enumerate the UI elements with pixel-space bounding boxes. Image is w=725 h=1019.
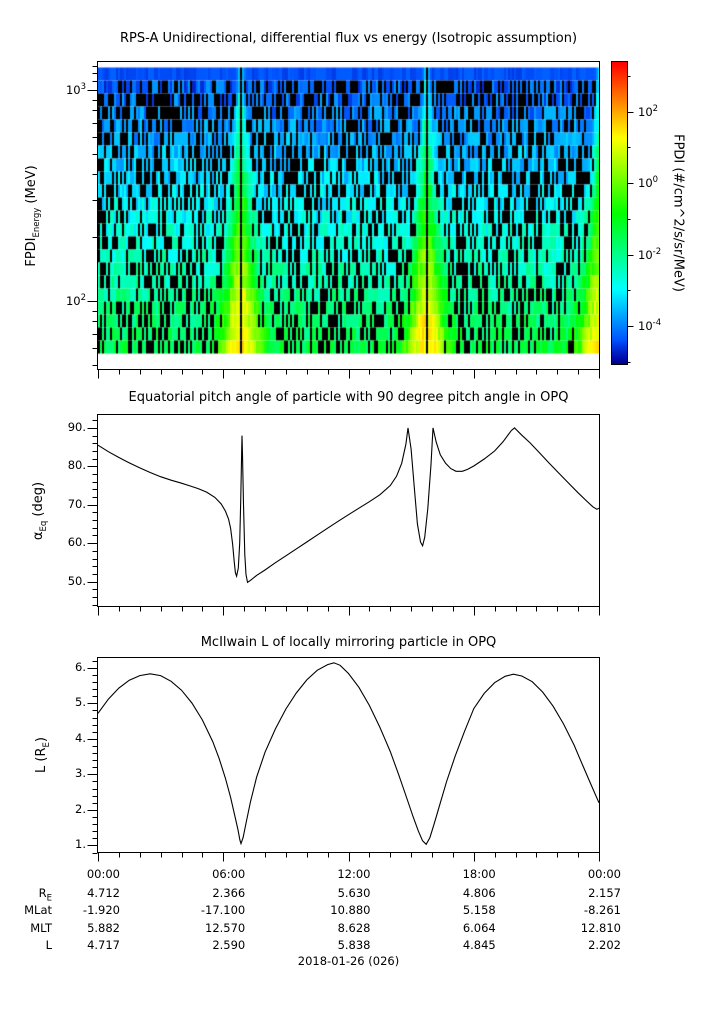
colorbar-tick-label: 100: [638, 175, 659, 190]
ephemeris-value: 12.810: [580, 920, 621, 935]
l-tick-label: 1.: [75, 837, 86, 852]
spectrogram-canvas: [98, 62, 599, 370]
ephemeris-value: 5.882: [87, 920, 120, 935]
pitch-tick-label: 80.: [67, 458, 86, 473]
l-tick-label: 3.: [75, 766, 86, 781]
ephemeris-value: 4.712: [87, 885, 120, 900]
ephemeris-value: 12.570: [205, 920, 246, 935]
date-label: 2018-01-26 (026): [297, 954, 400, 968]
colorbar-tick-label: 102: [638, 103, 659, 119]
ephemeris-value: 2.366: [212, 885, 246, 900]
bottom-panel-title: McIlwain L of locally mirroring particle…: [200, 635, 497, 650]
middle-panel-title: Equatorial pitch angle of particle with …: [128, 390, 569, 405]
colorbar-tick-label: 10-4: [638, 318, 662, 334]
ephemeris-value: 4.845: [462, 938, 496, 952]
pitch-angle-curve: [97, 427, 600, 584]
time-tick-label: 18:00: [462, 867, 496, 881]
ephemeris-row-label: L: [45, 938, 52, 952]
ephemeris-value: 5.838: [337, 938, 371, 952]
l-tick-label: 4.: [75, 730, 86, 745]
ephemeris-value: -8.261: [583, 903, 621, 917]
l-tick-label: 5.: [75, 695, 86, 710]
colorbar-canvas: [612, 62, 628, 365]
ephemeris-value: 10.880: [330, 903, 371, 917]
energy-tick-label: 103: [65, 82, 86, 97]
time-tick-label: 12:00: [337, 867, 371, 881]
ephemeris-value: 5.630: [337, 885, 371, 900]
energy-axis-label: FPDIEnergy (MeV): [24, 165, 42, 267]
ephemeris-value: 5.158: [462, 903, 496, 917]
pitch-tick-label: 90.: [67, 419, 86, 434]
ephemeris-value: 2.590: [212, 938, 246, 952]
ephemeris-row-label: MLat: [24, 903, 52, 917]
l-tick-label: 2.: [75, 801, 86, 816]
time-tick-label: 06:00: [212, 867, 246, 881]
pitch-angle-axis-label: αEq (deg): [31, 481, 49, 541]
panel-frames: [97, 61, 628, 853]
ephemeris-value: -1.920: [82, 903, 120, 917]
ephemeris-row-label: RE: [38, 885, 52, 903]
pitch-tick-label: 60.: [67, 535, 86, 550]
colorbar-axis-label: FPDI (#/cm^2/s/sr/MeV): [670, 134, 686, 292]
time-tick-label: 00:00: [86, 867, 120, 881]
ephemeris-value: -17.100: [200, 903, 246, 917]
ephemeris-value: 8.628: [337, 920, 371, 935]
y-ticks: [87, 66, 634, 854]
colorbar-tick-label: 10-2: [638, 246, 662, 262]
pitch-tick-label: 50.: [67, 573, 86, 588]
ephemeris-value: 4.717: [87, 938, 120, 952]
l-shell-curve: [97, 662, 600, 846]
l-tick-label: 6.: [75, 659, 86, 674]
ephemeris-value: 6.064: [462, 920, 496, 935]
ephemeris-value: 2.202: [588, 938, 621, 952]
ephemeris-row-label: MLT: [30, 920, 52, 935]
pitch-tick-label: 70.: [67, 496, 86, 511]
ephemeris-value: 4.806: [462, 885, 496, 900]
l-shell-axis-label: L (RE): [34, 737, 52, 773]
energy-tick-label: 102: [65, 293, 86, 308]
time-tick-label: 00:00: [587, 867, 621, 881]
x-ticks: [98, 369, 600, 862]
top-panel-title: RPS-A Unidirectional, differential flux …: [119, 31, 578, 46]
ephemeris-value: 2.157: [588, 885, 621, 900]
